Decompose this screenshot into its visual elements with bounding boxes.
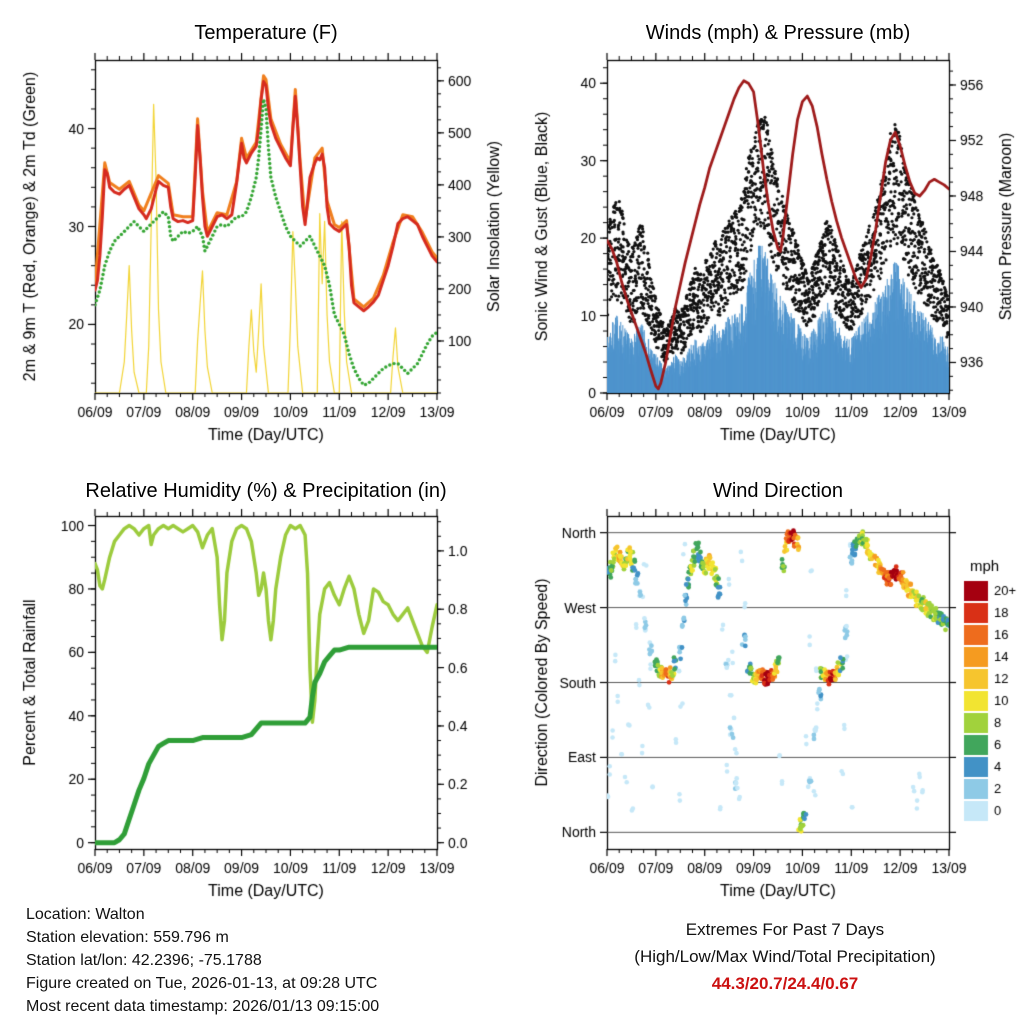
temperature-chart-title: Temperature (F) bbox=[194, 22, 338, 44]
station-latlon: Station lat/lon: 42.2396; -75.1788 bbox=[26, 952, 262, 969]
most-recent-data-timestamp: Most recent data timestamp: 2026/01/13 0… bbox=[26, 998, 380, 1015]
station-location: Location: Walton bbox=[26, 906, 145, 923]
station-info: Location: Walton Station elevation: 559.… bbox=[26, 903, 379, 1018]
station-elevation: Station elevation: 559.796 m bbox=[26, 929, 229, 946]
extremes-values: 44.3/20.7/24.4/0.67 bbox=[711, 974, 859, 993]
winds-pressure-chart-canvas bbox=[512, 10, 1024, 458]
extremes-title: Extremes For Past 7 Days bbox=[685, 920, 885, 939]
figure-created-timestamp: Figure created on Tue, 2026-01-13, at 09… bbox=[26, 975, 378, 992]
wind-direction-chart-title: Wind Direction bbox=[712, 480, 844, 502]
humidity-precip-chart-canvas bbox=[0, 466, 512, 914]
wind-direction-chart-canvas bbox=[512, 466, 1024, 914]
extremes-subtitle: (High/Low/Max Wind/Total Precipitation) bbox=[634, 947, 936, 966]
temperature-chart-canvas bbox=[0, 10, 512, 458]
winds-pressure-chart-title: Winds (mph) & Pressure (mb) bbox=[645, 22, 911, 44]
extremes-block: Extremes For Past 7 Days (High/Low/Max W… bbox=[550, 916, 1020, 997]
humidity-precip-chart-title: Relative Humidity (%) & Precipitation (i… bbox=[85, 480, 447, 502]
